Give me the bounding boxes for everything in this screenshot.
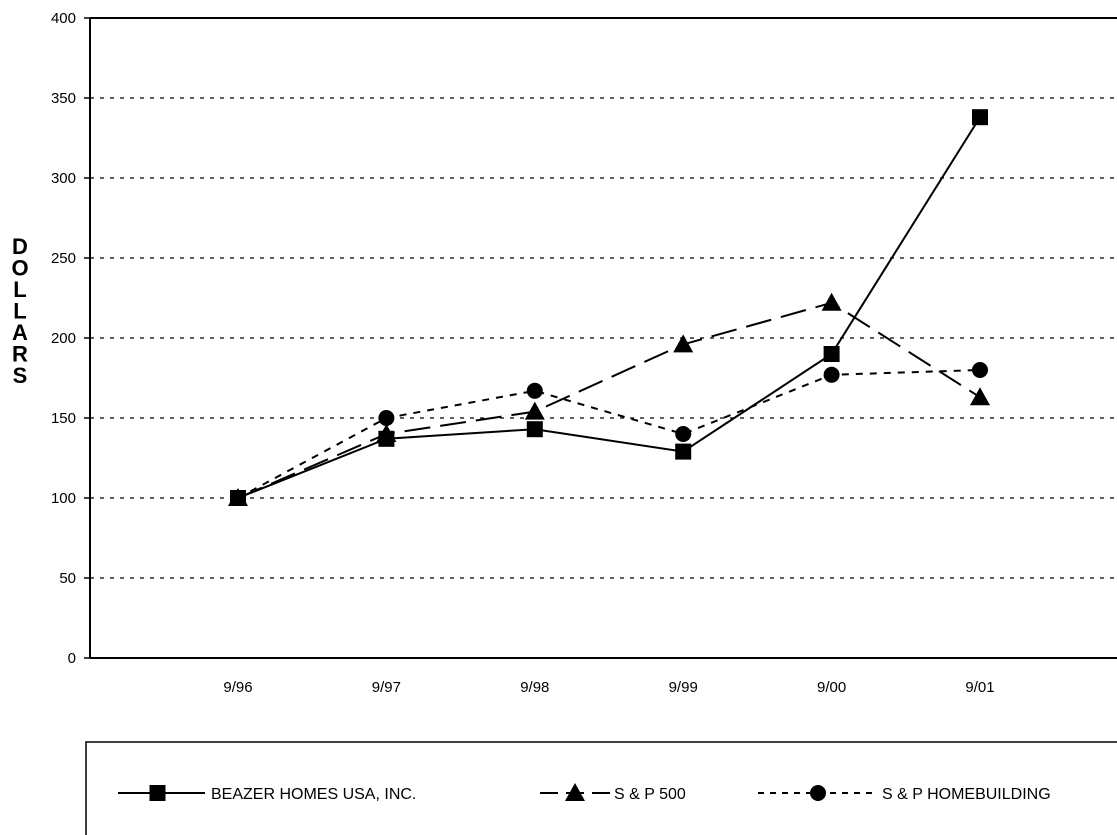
legend-label: S & P 500 bbox=[614, 786, 686, 803]
legend-marker-square bbox=[149, 785, 166, 801]
legend: BEAZER HOMES USA, INC. S & P 500 S & P HOM… bbox=[85, 741, 1117, 835]
legend-marker-triangle bbox=[565, 783, 585, 801]
y-tick-label: 250 bbox=[51, 250, 76, 267]
legend-label: S & P HOMEBUILDING bbox=[882, 786, 1051, 803]
x-tick-label: 9/97 bbox=[372, 679, 401, 696]
y-axis-label-letter: L bbox=[13, 299, 26, 324]
data-point-circle bbox=[972, 362, 988, 378]
data-point-triangle bbox=[821, 292, 842, 311]
y-axis-label-letter: L bbox=[13, 277, 26, 302]
gridlines bbox=[90, 97, 1117, 579]
y-tick-label: 150 bbox=[51, 410, 76, 427]
series-lines bbox=[237, 116, 981, 499]
data-point-triangle bbox=[376, 424, 397, 442]
series-line-2 bbox=[237, 369, 981, 499]
data-point-square bbox=[675, 443, 692, 460]
y-axis-label-letter: D bbox=[12, 234, 28, 259]
data-point-circle bbox=[230, 490, 246, 506]
y-axis-label-letter: O bbox=[11, 256, 28, 281]
x-tick-label: 9/99 bbox=[669, 679, 698, 696]
data-point-square bbox=[823, 346, 840, 362]
legend-box bbox=[85, 741, 1117, 835]
data-point-circle bbox=[675, 426, 692, 442]
data-point-square bbox=[526, 421, 543, 438]
y-tick-label: 200 bbox=[51, 330, 76, 347]
data-point-square bbox=[972, 109, 988, 126]
x-tick-label: 9/00 bbox=[817, 679, 846, 696]
data-point-triangle bbox=[970, 387, 990, 406]
data-point-triangle bbox=[673, 334, 694, 353]
y-tick-label: 0 bbox=[68, 650, 76, 667]
y-axis-label-letter: R bbox=[12, 342, 28, 367]
y-axis-label-letter: A bbox=[12, 320, 28, 345]
y-axis-label-letter: S bbox=[13, 363, 28, 388]
data-point-circle bbox=[378, 410, 395, 426]
data-point-circle bbox=[526, 382, 543, 399]
legend-label: BEAZER HOMES USA, INC. bbox=[211, 786, 416, 803]
x-tick-label: 9/98 bbox=[520, 679, 549, 696]
legend-marker-circle bbox=[810, 785, 826, 801]
y-tick-label: 300 bbox=[51, 170, 76, 187]
series-line-1 bbox=[237, 301, 981, 499]
x-tick-label: 9/96 bbox=[223, 679, 252, 696]
y-tick-label: 50 bbox=[59, 570, 76, 587]
x-tick-label: 9/01 bbox=[965, 679, 994, 696]
data-point-triangle bbox=[524, 401, 545, 420]
data-point-circle bbox=[823, 366, 840, 383]
y-tick-label: 350 bbox=[51, 90, 76, 107]
y-tick-label: 100 bbox=[51, 490, 76, 507]
y-tick-labels: 0 50 100 150 200 250 300 350 400 bbox=[51, 10, 90, 667]
y-tick-label: 400 bbox=[51, 10, 76, 27]
series-markers bbox=[228, 109, 990, 506]
x-tick-labels: 9/96 9/97 9/98 9/99 9/00 9/01 bbox=[223, 679, 994, 696]
series-line-0 bbox=[237, 116, 981, 499]
